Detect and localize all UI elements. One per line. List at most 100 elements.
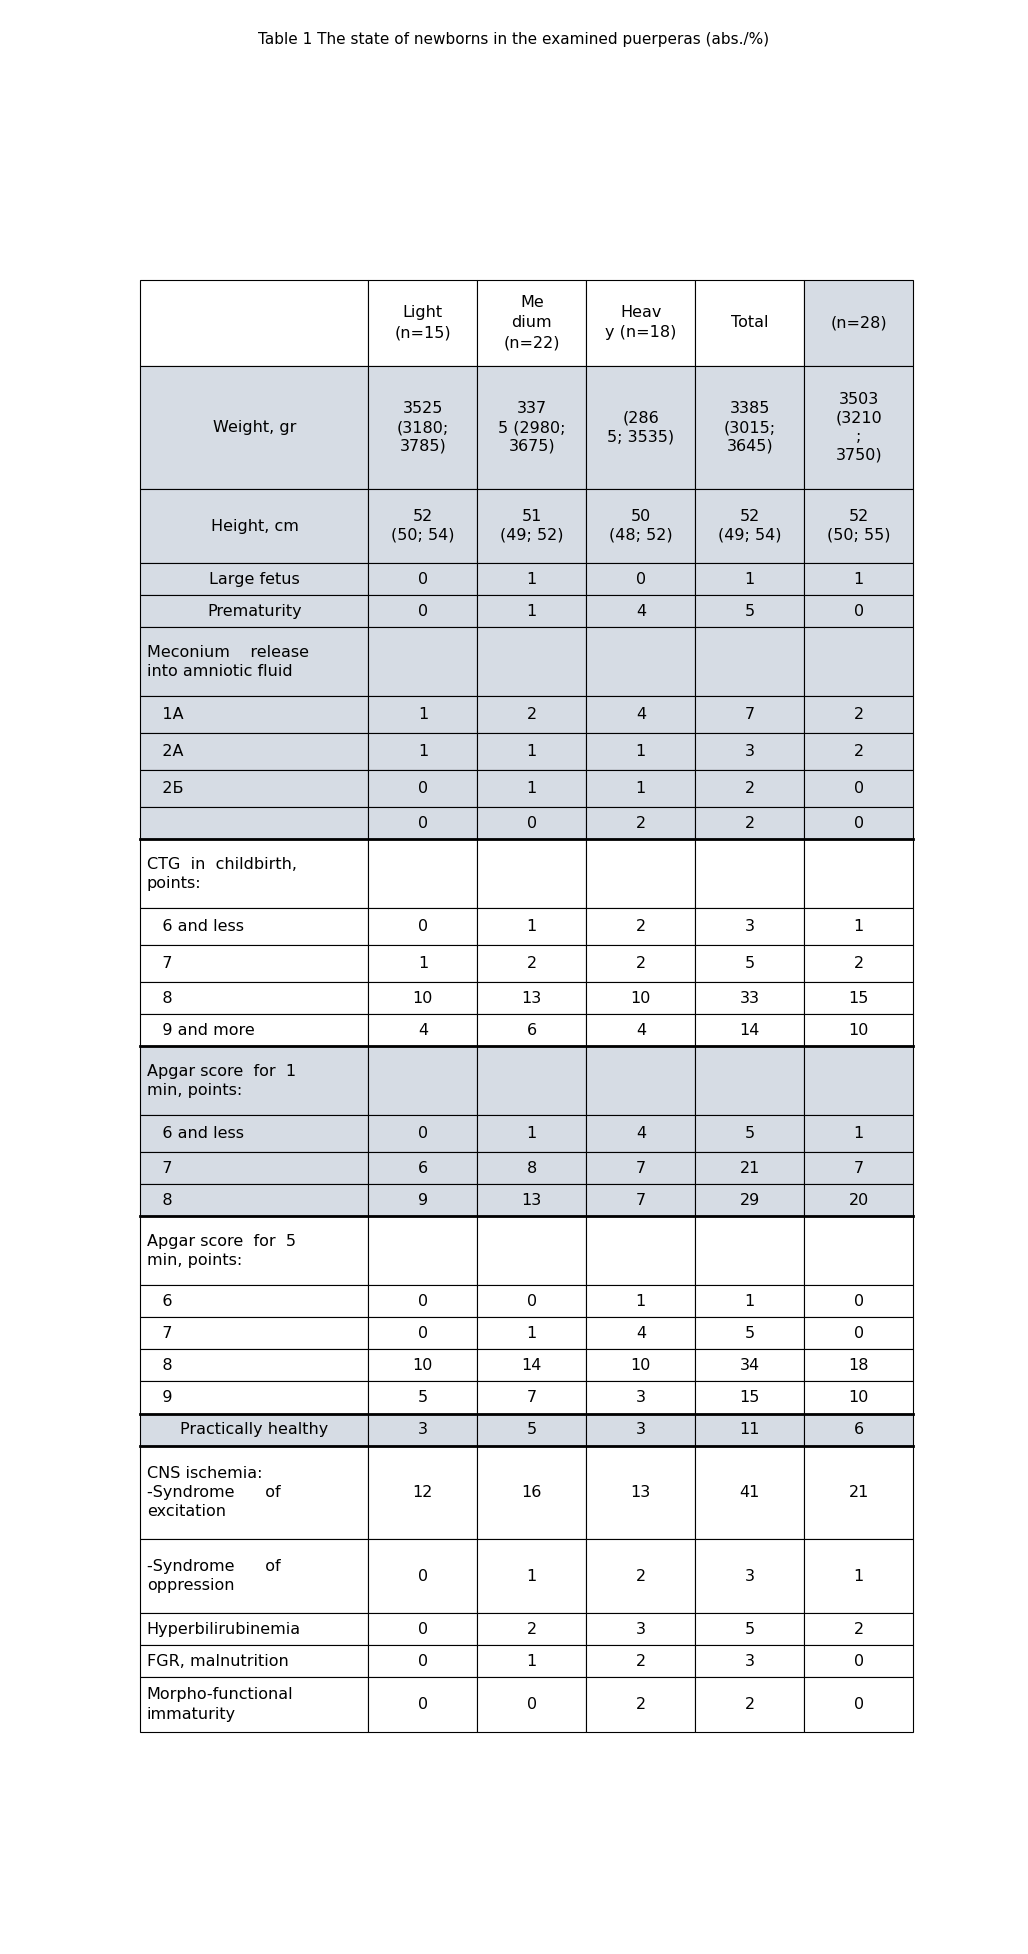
Text: 41: 41 <box>739 1485 760 1501</box>
Text: 0: 0 <box>417 918 428 934</box>
Text: 10: 10 <box>848 1022 869 1038</box>
Bar <box>804 1116 913 1153</box>
Text: 2: 2 <box>526 1622 537 1637</box>
Text: 7: 7 <box>526 1389 537 1405</box>
Bar <box>477 1645 586 1677</box>
Text: 15: 15 <box>848 991 869 1006</box>
Bar <box>368 733 477 770</box>
Bar <box>141 1645 368 1677</box>
Bar <box>477 807 586 838</box>
Bar <box>804 946 913 983</box>
Bar <box>586 733 695 770</box>
Bar <box>141 279 368 365</box>
Text: 3: 3 <box>745 1569 755 1585</box>
Text: 9: 9 <box>417 1192 428 1208</box>
Text: 1: 1 <box>744 1294 755 1309</box>
Text: 0: 0 <box>417 604 428 619</box>
Text: 3: 3 <box>745 1653 755 1669</box>
Text: 0: 0 <box>417 573 428 586</box>
Bar <box>586 696 695 733</box>
Bar <box>804 1614 913 1645</box>
Text: 8: 8 <box>526 1161 537 1176</box>
Text: 0: 0 <box>417 782 428 795</box>
Bar <box>368 807 477 838</box>
Text: 2: 2 <box>635 1696 646 1712</box>
Text: Light
(n=15): Light (n=15) <box>395 305 451 340</box>
Bar <box>141 1184 368 1215</box>
Bar <box>695 909 804 946</box>
Bar <box>368 1446 477 1540</box>
Bar <box>368 1540 477 1614</box>
Text: 1: 1 <box>526 918 537 934</box>
Bar <box>141 770 368 807</box>
Text: 2: 2 <box>744 815 755 830</box>
Bar <box>695 807 804 838</box>
Bar <box>477 1045 586 1116</box>
Bar <box>141 838 368 909</box>
Bar <box>695 1116 804 1153</box>
Bar <box>695 1677 804 1731</box>
Text: 1: 1 <box>526 573 537 586</box>
Text: 2: 2 <box>853 744 864 760</box>
Bar <box>804 563 913 596</box>
Text: 337
5 (2980;
3675): 337 5 (2980; 3675) <box>499 401 565 453</box>
Bar <box>141 1317 368 1350</box>
Text: 7: 7 <box>853 1161 864 1176</box>
Bar <box>804 838 913 909</box>
Text: 0: 0 <box>417 1569 428 1585</box>
Bar <box>804 1677 913 1731</box>
Text: 7: 7 <box>147 1327 173 1340</box>
Bar <box>695 770 804 807</box>
Text: Heav
y (n=18): Heav y (n=18) <box>605 305 676 340</box>
Text: 52
(50; 54): 52 (50; 54) <box>392 510 454 543</box>
Bar <box>368 909 477 946</box>
Text: 0: 0 <box>417 1294 428 1309</box>
Bar <box>695 1350 804 1381</box>
Text: 1: 1 <box>526 782 537 795</box>
Bar <box>695 563 804 596</box>
Text: 1: 1 <box>526 1569 537 1585</box>
Text: Practically healthy: Practically healthy <box>180 1423 329 1436</box>
Bar <box>804 1645 913 1677</box>
Text: 1: 1 <box>635 782 646 795</box>
Bar <box>586 1014 695 1045</box>
Bar <box>368 1045 477 1116</box>
Text: -Syndrome      of
oppression: -Syndrome of oppression <box>147 1559 281 1593</box>
Bar <box>586 596 695 627</box>
Bar <box>477 1317 586 1350</box>
Bar <box>804 1446 913 1540</box>
Text: 21: 21 <box>739 1161 760 1176</box>
Bar <box>141 807 368 838</box>
Bar <box>804 983 913 1014</box>
Text: Hyperbilirubinemia: Hyperbilirubinemia <box>147 1622 301 1637</box>
Text: 15: 15 <box>739 1389 760 1405</box>
Bar <box>368 488 477 563</box>
Bar <box>477 1677 586 1731</box>
Bar <box>695 1645 804 1677</box>
Bar <box>586 1184 695 1215</box>
Text: 3: 3 <box>636 1622 646 1637</box>
Bar <box>141 1286 368 1317</box>
Text: 6: 6 <box>526 1022 537 1038</box>
Text: 4: 4 <box>635 1022 646 1038</box>
Text: 9 and more: 9 and more <box>147 1022 255 1038</box>
Bar <box>695 1614 804 1645</box>
Bar <box>804 1286 913 1317</box>
Text: 1: 1 <box>417 744 428 760</box>
Text: FGR, malnutrition: FGR, malnutrition <box>147 1653 289 1669</box>
Bar <box>477 488 586 563</box>
Bar <box>477 1381 586 1413</box>
Text: 1: 1 <box>526 1653 537 1669</box>
Text: 2: 2 <box>635 1569 646 1585</box>
Text: 2А: 2А <box>147 744 183 760</box>
Text: CNS ischemia:
-Syndrome      of
excitation: CNS ischemia: -Syndrome of excitation <box>147 1466 281 1518</box>
Text: 10: 10 <box>630 991 651 1006</box>
Text: 3: 3 <box>745 744 755 760</box>
Bar <box>477 1153 586 1184</box>
Text: 0: 0 <box>853 604 864 619</box>
Bar <box>695 1381 804 1413</box>
Bar <box>586 946 695 983</box>
Text: 9: 9 <box>147 1389 173 1405</box>
Bar <box>477 1184 586 1215</box>
Text: 0: 0 <box>526 1294 537 1309</box>
